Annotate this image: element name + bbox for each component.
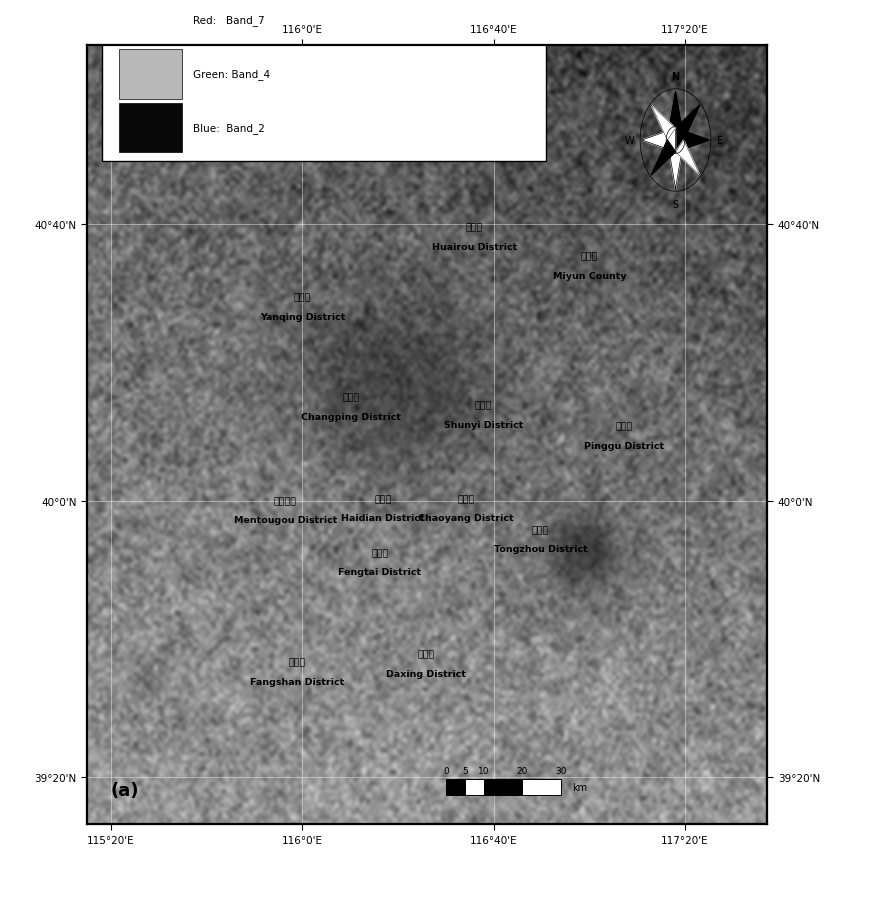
Text: Yanqing District: Yanqing District xyxy=(260,312,345,322)
Text: Huairou District: Huairou District xyxy=(432,242,517,251)
Text: 平谷区: 平谷区 xyxy=(616,422,632,431)
Text: 5: 5 xyxy=(462,766,468,774)
Bar xyxy=(484,779,522,795)
Bar xyxy=(119,0,182,46)
Text: 昌平区: 昌平区 xyxy=(343,393,360,402)
Text: 房山区: 房山区 xyxy=(288,658,305,667)
Text: 朝阳区: 朝阳区 xyxy=(458,495,474,504)
Polygon shape xyxy=(667,141,684,189)
Text: 30: 30 xyxy=(555,766,567,774)
Polygon shape xyxy=(667,92,684,141)
Text: Pinggu District: Pinggu District xyxy=(583,441,664,450)
Bar xyxy=(446,779,465,795)
Polygon shape xyxy=(651,141,676,176)
Text: Blue:  Band_2: Blue: Band_2 xyxy=(194,123,265,134)
Text: Fangshan District: Fangshan District xyxy=(249,678,344,686)
Text: Tongzhou District: Tongzhou District xyxy=(494,545,588,554)
Text: 10: 10 xyxy=(479,766,490,774)
Text: W: W xyxy=(625,136,635,146)
Polygon shape xyxy=(676,106,699,141)
Polygon shape xyxy=(676,141,699,176)
Text: 20: 20 xyxy=(517,766,528,774)
Text: 门头沟区: 门头沟区 xyxy=(274,496,296,506)
Text: km: km xyxy=(572,783,588,793)
Text: Chaoyang District: Chaoyang District xyxy=(419,514,514,523)
Text: 密云县: 密云县 xyxy=(581,252,598,261)
Text: Mentougou District: Mentougou District xyxy=(234,516,337,525)
Text: Miyun County: Miyun County xyxy=(553,271,626,281)
Text: Fengtai District: Fengtai District xyxy=(338,568,421,577)
Polygon shape xyxy=(642,129,676,153)
Text: N: N xyxy=(671,72,679,82)
Polygon shape xyxy=(651,106,676,141)
Text: Green: Band_4: Green: Band_4 xyxy=(194,69,270,80)
Text: E: E xyxy=(717,136,723,146)
Text: Daxing District: Daxing District xyxy=(385,669,466,678)
Polygon shape xyxy=(676,129,709,153)
Text: 通州区: 通州区 xyxy=(532,526,549,535)
Text: 0: 0 xyxy=(443,766,449,774)
Text: 延庆县: 延庆县 xyxy=(294,293,311,302)
Bar xyxy=(119,104,182,153)
Bar xyxy=(465,779,484,795)
Text: Changping District: Changping District xyxy=(301,412,401,421)
Text: 丰台区: 丰台区 xyxy=(371,548,389,558)
Bar xyxy=(101,0,547,161)
Text: 顺义区: 顺义区 xyxy=(474,401,492,410)
Text: S: S xyxy=(672,200,678,210)
Bar xyxy=(119,50,182,99)
Text: (a): (a) xyxy=(110,782,139,800)
Bar xyxy=(522,779,561,795)
Text: 怀柔区: 怀柔区 xyxy=(466,223,483,232)
Text: 海淠区: 海淠区 xyxy=(374,495,392,504)
Text: 大兴区: 大兴区 xyxy=(417,650,434,659)
Text: Shunyi District: Shunyi District xyxy=(444,421,523,429)
Text: Red:   Band_7: Red: Band_7 xyxy=(194,15,265,26)
Text: Haidian District: Haidian District xyxy=(341,514,425,523)
